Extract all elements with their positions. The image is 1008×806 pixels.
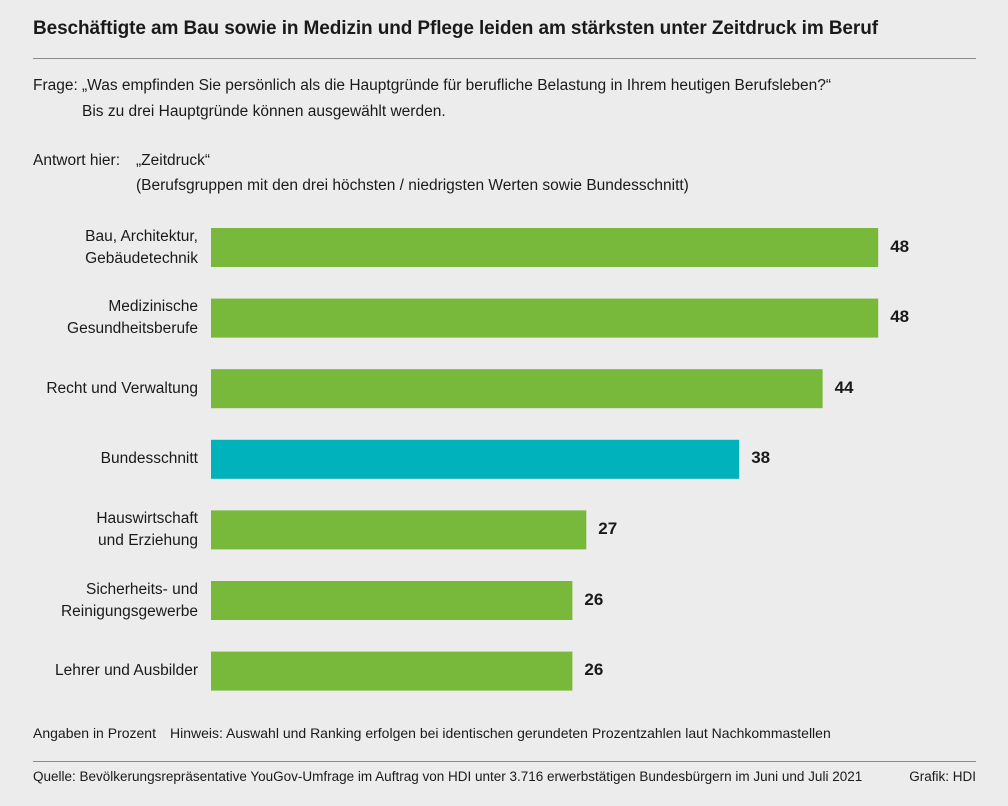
bar-3 (211, 439, 740, 479)
category-label-6: Lehrer und Ausbilder (54, 662, 198, 680)
category-label-0: Bau, Architektur, Gebäudetechnik (85, 227, 198, 267)
value-label-2: 44 (834, 377, 854, 397)
category-label-3: Bundesschnitt (100, 450, 198, 468)
bar-4 (211, 510, 587, 550)
bottom-divider (33, 761, 976, 762)
chart-title: Beschäftigte am Bau sowie in Medizin und… (33, 18, 878, 39)
bar-1 (211, 298, 879, 338)
graphic-credit: Grafik: HDI (909, 769, 976, 784)
value-label-1: 48 (890, 307, 910, 327)
unit-note: Angaben in Prozent (33, 725, 156, 741)
question-text-line2: Bis zu drei Hauptgründe können ausgewähl… (82, 103, 446, 120)
question-label: Frage: (33, 77, 78, 94)
category-label-2: Recht und Verwaltung (46, 379, 198, 397)
question-text-line1: „Was empfinden Sie persönlich als die Ha… (82, 77, 832, 94)
source-note: Quelle: Bevölkerungsrepräsentative YouGo… (33, 769, 863, 784)
value-label-0: 48 (890, 236, 910, 256)
value-label-3: 38 (751, 448, 771, 468)
category-label-1: Medizinische Gesundheitsberufe (67, 298, 198, 338)
value-label-6: 26 (584, 660, 604, 680)
ranking-hint: Hinweis: Auswahl und Ranking erfolgen be… (170, 725, 831, 741)
answer-text: „Zeitdruck“ (136, 152, 211, 169)
top-divider (33, 58, 976, 59)
category-label-5: Sicherheits- und Reinigungsgewerbe (60, 580, 198, 620)
bar-2 (211, 369, 823, 409)
answer-label: Antwort hier: (33, 152, 121, 169)
chart-subtitle: (Berufsgruppen mit den drei höchsten / n… (136, 177, 689, 194)
bar-6 (211, 651, 573, 691)
value-label-5: 26 (584, 589, 604, 609)
bar-5 (211, 581, 573, 620)
value-label-4: 27 (598, 518, 618, 538)
category-label-4: Hauswirtschaft und Erziehung (96, 509, 198, 549)
bar-0 (211, 228, 879, 267)
